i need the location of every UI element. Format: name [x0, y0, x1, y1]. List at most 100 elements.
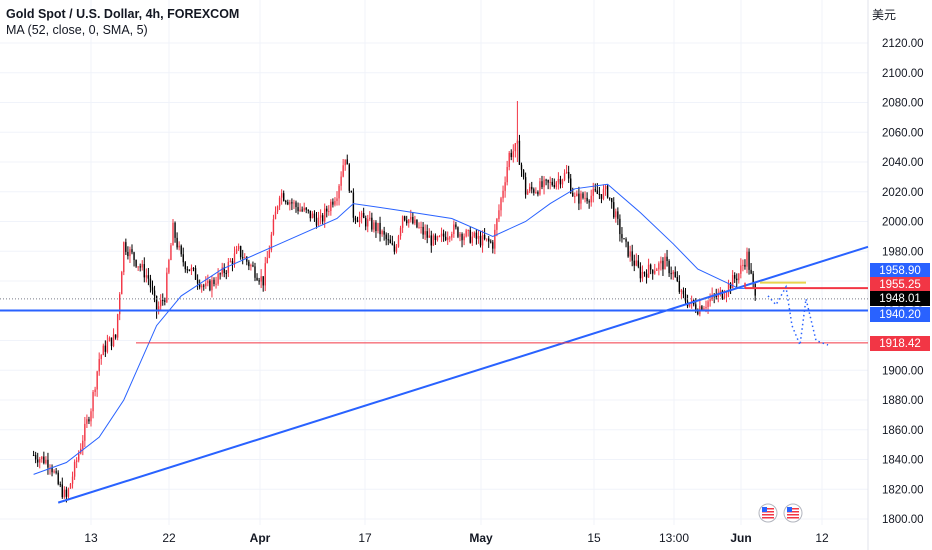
candle-body	[239, 246, 242, 258]
candle-body	[299, 209, 301, 212]
candle-body	[475, 232, 478, 239]
candle-body	[414, 219, 416, 224]
candle-body	[88, 419, 90, 422]
candle-body	[500, 198, 502, 211]
candle-body	[549, 181, 551, 183]
candle-body	[373, 222, 375, 230]
candle-body	[82, 440, 84, 449]
candle-body	[348, 164, 350, 191]
candle-body	[723, 296, 726, 299]
candle-body	[182, 254, 184, 263]
candle-body	[637, 260, 640, 267]
candle-body	[483, 234, 486, 239]
candle-body	[736, 278, 738, 281]
event-markers[interactable]	[758, 503, 803, 523]
candle-body	[321, 215, 324, 222]
candle-body	[270, 234, 273, 251]
candle-body	[260, 276, 262, 282]
candle-body	[315, 217, 318, 226]
symbol-title[interactable]: Gold Spot / U.S. Dollar, 4h, FOREXCOM	[6, 7, 240, 21]
candle-body	[459, 234, 461, 237]
candle-body	[742, 264, 744, 266]
candle-body	[172, 222, 174, 246]
candle-body	[213, 279, 215, 284]
candle-body	[254, 266, 256, 278]
time-axis[interactable]: 13 22 Apr 17 May 15 13:00 Jun 12	[84, 531, 829, 545]
candle-body	[574, 196, 576, 198]
candle-body	[623, 238, 625, 240]
candle-body	[205, 283, 207, 287]
candle-body	[166, 272, 168, 302]
candle-body	[715, 295, 717, 298]
candle-body	[539, 181, 541, 195]
candle-body	[555, 182, 558, 188]
price-labels: 1958.90 1955.25 1948.01 1940.20 1918.42	[870, 263, 930, 351]
candle-body	[393, 244, 396, 252]
chart-drawings[interactable]	[0, 245, 869, 504]
candle-body	[256, 277, 258, 281]
candle-body	[660, 260, 662, 264]
candle-body	[110, 337, 113, 347]
candle-body	[252, 265, 254, 267]
candle-body	[705, 307, 707, 309]
candle-body	[262, 276, 264, 286]
candle-body	[666, 256, 668, 262]
candle-body	[707, 301, 709, 308]
candle-body	[672, 271, 674, 275]
candle-body	[125, 242, 127, 252]
candle-body	[430, 235, 432, 246]
candle-body	[463, 236, 465, 241]
y-tick-label: 1880.00	[882, 395, 924, 407]
candle-body	[209, 280, 211, 291]
candle-body	[63, 489, 66, 498]
candle-body	[451, 234, 453, 238]
candle-body	[330, 201, 332, 212]
candle-body	[129, 249, 131, 257]
candle-body	[754, 284, 756, 296]
candle-body	[557, 178, 560, 183]
candle-body	[59, 484, 61, 486]
candle-body	[399, 227, 402, 237]
candle-body	[389, 239, 391, 244]
candle-body	[194, 268, 197, 280]
price-label-bg	[870, 307, 930, 322]
candle-body	[131, 249, 133, 253]
candle-body	[334, 200, 336, 205]
candle-body	[100, 355, 102, 359]
indicator-label[interactable]: MA (52, close, 0, SMA, 5)	[6, 23, 148, 37]
candle-body	[34, 455, 37, 460]
candle-body	[652, 269, 654, 274]
candle-body	[647, 264, 650, 278]
us-flag-event-icon[interactable]	[758, 503, 778, 523]
candle-body	[340, 176, 342, 186]
candle-body	[266, 257, 268, 264]
candle-body	[541, 181, 543, 188]
candle-body	[203, 285, 205, 287]
candle-body	[588, 201, 590, 203]
candle-body	[250, 265, 252, 267]
candle-body	[563, 173, 566, 180]
candle-body	[578, 193, 580, 204]
candle-body	[531, 186, 533, 190]
candle-body	[467, 230, 469, 232]
candle-body	[73, 461, 76, 477]
candle-body	[596, 190, 599, 194]
candle-body	[709, 299, 711, 302]
candle-body	[283, 193, 285, 201]
candle-body	[631, 251, 633, 261]
candle-body	[600, 194, 603, 199]
x-tick-label: 13:00	[659, 531, 689, 545]
candle-body	[137, 266, 139, 268]
x-tick-label: Jun	[730, 531, 751, 545]
candle-body	[496, 218, 498, 230]
candle-body	[615, 211, 617, 218]
x-tick-label: 22	[162, 531, 176, 545]
candle-body	[561, 179, 564, 185]
candle-body	[303, 207, 305, 211]
price-label: 1948.01	[879, 293, 921, 305]
candle-body	[514, 143, 517, 152]
candle-body	[633, 260, 635, 266]
candle-body	[438, 236, 441, 238]
us-flag-event-icon[interactable]	[783, 503, 803, 523]
